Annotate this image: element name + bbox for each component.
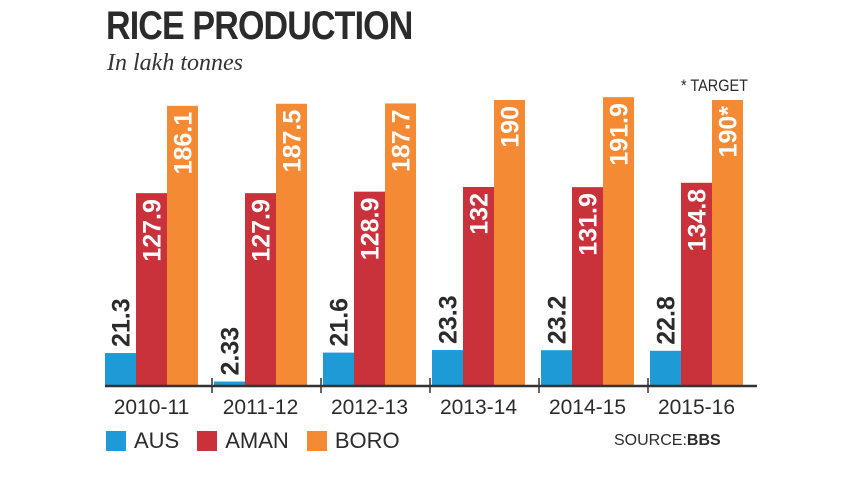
bar-boro-2013-14 — [494, 100, 525, 385]
legend-swatch — [197, 431, 218, 451]
bar-aman-2011-12 — [245, 193, 276, 385]
data-label: 127.9 — [248, 199, 276, 262]
bar-aman-2012-13 — [354, 191, 385, 385]
x-tick-label: 2013-14 — [440, 396, 517, 419]
bar-aman-2014-15 — [572, 187, 603, 385]
legend: AUS AMAN BORO — [106, 428, 418, 454]
data-label: 187.7 — [388, 109, 416, 172]
x-tick-label: 2014-15 — [549, 396, 626, 419]
source: SOURCE:BBS — [614, 432, 721, 450]
bar-aman-2010-11 — [136, 193, 167, 385]
legend-item-aus: AUS — [106, 428, 179, 454]
legend-swatch — [306, 431, 327, 451]
data-label: 191.9 — [606, 103, 634, 166]
data-label: 190* — [715, 106, 743, 158]
bar-aman-2015-16 — [681, 182, 712, 385]
data-label: 132 — [466, 193, 494, 235]
bar-aman-2013-14 — [463, 187, 494, 385]
data-label: 22.8 — [653, 296, 681, 345]
bar-aus-2014-15 — [541, 350, 572, 385]
source-label: SOURCE: — [614, 432, 687, 449]
bar-aus-2013-14 — [432, 350, 463, 385]
x-tick-label: 2010-11 — [114, 396, 190, 419]
x-tick-label: 2012-13 — [331, 396, 408, 419]
data-label: 128.9 — [357, 198, 385, 261]
bar-aus-2015-16 — [650, 350, 681, 385]
target-note: * TARGET — [681, 76, 748, 95]
bar-aus-2010-11 — [105, 353, 136, 385]
data-label: 187.5 — [279, 110, 307, 173]
bar-boro-2014-15 — [603, 97, 634, 386]
legend-item-aman: AMAN — [197, 428, 289, 454]
bar-boro-2012-13 — [385, 103, 416, 385]
legend-label: AMAN — [225, 428, 289, 453]
bar-aus-2012-13 — [323, 352, 354, 385]
chart-title: RICE PRODUCTION — [106, 4, 413, 48]
data-label: 190 — [497, 106, 525, 148]
data-label: 186.1 — [170, 112, 198, 175]
source-value: BBS — [686, 432, 721, 449]
bar-aus-2011-12 — [214, 381, 245, 385]
data-label: 23.2 — [544, 296, 572, 345]
legend-label: AUS — [134, 428, 180, 453]
data-label: 134.8 — [684, 189, 712, 252]
legend-label: BORO — [334, 428, 400, 453]
data-label: 21.3 — [108, 298, 136, 347]
bar-boro-2015-16 — [712, 100, 743, 385]
bar-boro-2010-11 — [167, 105, 198, 385]
data-label: 2.33 — [217, 327, 245, 376]
legend-item-boro: BORO — [306, 428, 400, 454]
data-label: 23.3 — [435, 295, 463, 344]
data-label: 131.9 — [575, 193, 603, 256]
legend-swatch — [106, 431, 126, 451]
data-label: 21.6 — [326, 298, 354, 347]
x-tick-label: 2011-12 — [223, 396, 299, 419]
bar-boro-2011-12 — [276, 103, 307, 385]
chart-subtitle: In lakh tonnes — [107, 50, 243, 76]
x-tick-label: 2015-16 — [658, 396, 735, 419]
data-label: 127.9 — [139, 199, 167, 262]
